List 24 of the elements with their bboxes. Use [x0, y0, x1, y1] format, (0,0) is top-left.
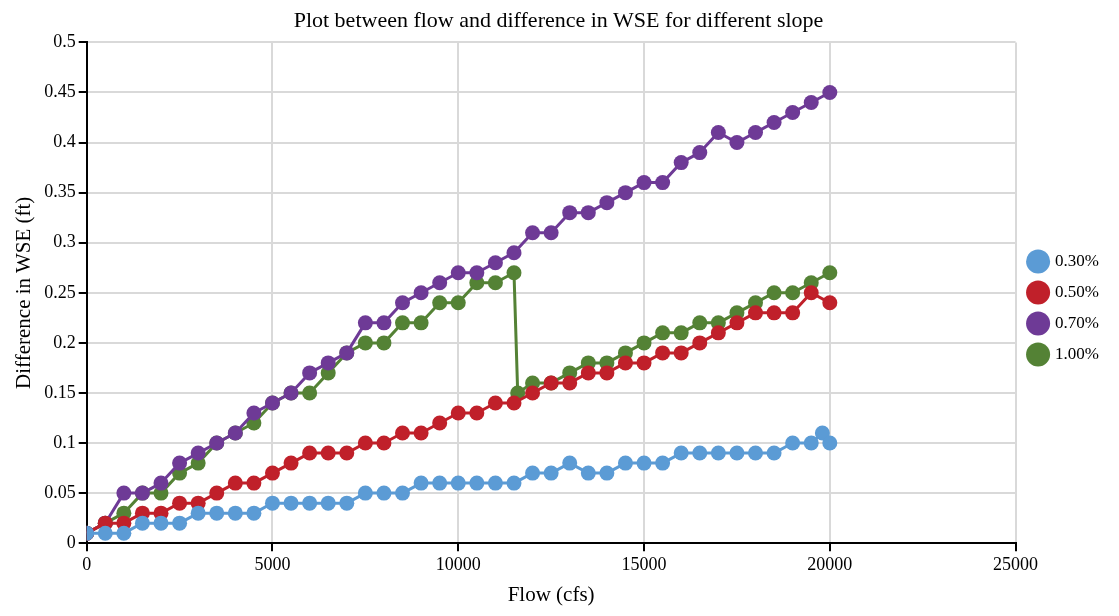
legend-label: 0.30%	[1055, 250, 1100, 270]
y-tick-label: 0.1	[53, 431, 76, 452]
x-tick-label: 15000	[621, 553, 667, 574]
y-axis-title: Difference in WSE (ft)	[11, 196, 36, 389]
legend-label: 1.00%	[1055, 343, 1100, 363]
y-tick-label: 0.45	[44, 81, 76, 102]
y-tick-label: 0.25	[44, 281, 76, 302]
y-tick-label: 0.4	[53, 131, 76, 152]
x-tick-label: 25000	[993, 553, 1039, 574]
legend-label: 0.50%	[1055, 281, 1100, 301]
x-tick-label: 10000	[435, 553, 481, 574]
y-tick-label: 0	[66, 531, 76, 552]
y-tick-label: 0.15	[44, 381, 76, 402]
x-axis-title: Flow (cfs)	[507, 581, 595, 606]
chart-title: Plot between flow and difference in WSE for different slope	[293, 6, 824, 32]
x-tick-label: 20000	[807, 553, 853, 574]
x-tick-label: 5000	[254, 553, 291, 574]
y-tick-label: 0.35	[44, 181, 76, 202]
y-tick-label: 0.05	[44, 481, 76, 502]
legend-label: 0.70%	[1055, 312, 1100, 332]
x-tick-label: 0	[82, 553, 92, 574]
y-tick-label: 0.2	[53, 331, 76, 352]
y-tick-label: 0.3	[53, 231, 76, 252]
y-tick-label: 0.5	[53, 31, 76, 52]
